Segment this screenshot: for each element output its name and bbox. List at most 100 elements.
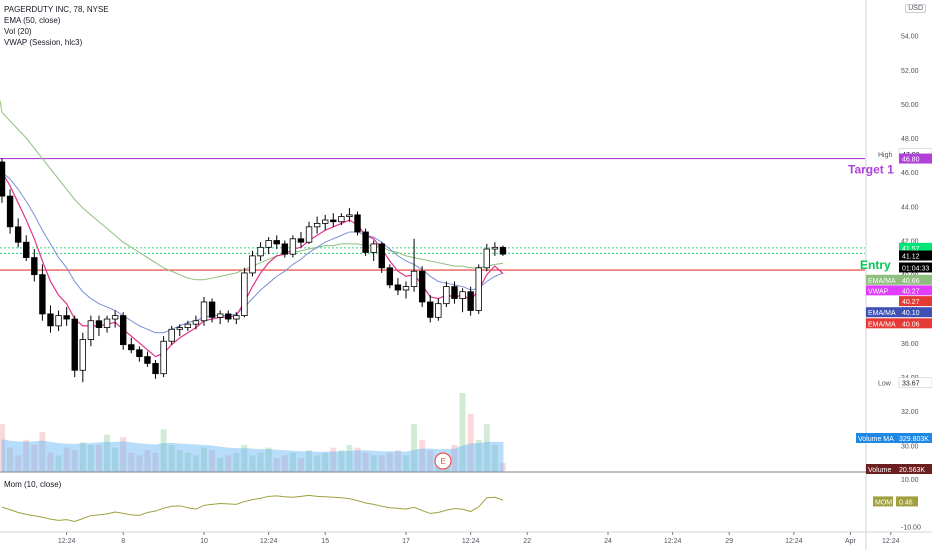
- candle-body: [23, 241, 30, 258]
- volume-bar: [87, 445, 94, 471]
- volume-bar: [354, 447, 361, 471]
- x-tick-label: 24: [604, 538, 612, 545]
- candle-body: [265, 240, 272, 248]
- y-tick-label: 50.00: [901, 102, 919, 109]
- y-tick-label: 30.00: [901, 443, 919, 450]
- volume-bar: [112, 447, 119, 471]
- volume-bar: [378, 455, 385, 471]
- candle-body: [467, 291, 474, 311]
- volume-ma-name: Volume MA: [858, 436, 894, 443]
- volume-bar: [7, 447, 14, 471]
- x-tick-label: 29: [725, 538, 733, 545]
- candle-body: [273, 240, 280, 245]
- candle-body: [338, 216, 345, 223]
- volume-bar: [168, 445, 175, 471]
- x-tick-label: 17: [402, 538, 410, 545]
- volume-bar: [451, 445, 458, 471]
- candle-body: [305, 226, 313, 243]
- candle-body: [499, 246, 507, 255]
- price-tag-box: [899, 242, 932, 253]
- price-tag-name: VWAP: [868, 288, 889, 295]
- candle-body: [79, 339, 86, 371]
- volume-bar: [411, 424, 418, 471]
- volume-bar: [297, 458, 304, 471]
- candle-body: [31, 257, 38, 276]
- volume-bar: [386, 452, 393, 471]
- candle-body: [87, 320, 95, 340]
- candle-body: [394, 284, 402, 291]
- y-tick-label: 48.00: [901, 136, 919, 143]
- candle-body: [321, 219, 329, 224]
- y-tick-label: 46.00: [901, 170, 919, 177]
- volume-bar: [419, 439, 426, 471]
- price-tag-box: [899, 296, 932, 307]
- price-tag-value: 40.27: [902, 299, 920, 306]
- price-tag-value: 40.66: [902, 278, 920, 285]
- volume-bar: [209, 450, 216, 471]
- legend-vol[interactable]: Vol (20): [4, 27, 32, 36]
- price-tag-name: EMA/MA: [868, 321, 896, 328]
- candle-body: [47, 313, 54, 327]
- y-tick-label: 44.00: [901, 204, 919, 211]
- volume-bar: [152, 452, 159, 471]
- x-tick-label: 10: [200, 538, 208, 545]
- mom-tick-label: 10.00: [901, 477, 919, 484]
- ema-blue-line: [1, 171, 504, 334]
- candle-body: [313, 223, 321, 228]
- ema50-line: [0, 100, 504, 281]
- candle-body: [192, 320, 200, 325]
- candle-body: [418, 270, 426, 303]
- volume-bar: [47, 452, 54, 471]
- candle-body: [63, 315, 70, 320]
- candle-body: [128, 344, 135, 351]
- volume-bar: [330, 447, 337, 471]
- volume-bar: [257, 452, 264, 471]
- mom-legend[interactable]: Mom (10, close): [4, 480, 62, 489]
- candle-body: [410, 270, 418, 288]
- x-tick-label: 12:24: [664, 538, 682, 545]
- volume-bar: [362, 452, 369, 471]
- price-tag-box: [899, 250, 932, 261]
- candle-body: [427, 301, 434, 318]
- candle-body: [39, 274, 46, 315]
- legend-ema[interactable]: EMA (50, close): [4, 16, 61, 25]
- candle-body: [386, 267, 394, 286]
- y-tick-label: 52.00: [901, 68, 919, 75]
- price-tag-value: 01:04:33: [902, 265, 929, 272]
- candle-body: [208, 301, 216, 318]
- currency-button[interactable]: USD: [905, 4, 926, 13]
- mom-tag: [873, 496, 893, 507]
- volume-bar: [427, 450, 434, 471]
- momentum-line: [1, 494, 504, 523]
- price-tag-value: 40.06: [902, 321, 920, 328]
- volume-bar: [370, 455, 377, 471]
- volume-tag: [866, 464, 932, 474]
- volume-bar: [273, 458, 280, 471]
- candle-body: [216, 313, 224, 318]
- entry-label: Entry: [860, 258, 891, 272]
- price-tag-value: 46.80: [902, 157, 920, 164]
- candle-body: [225, 313, 232, 320]
- volume-bar: [314, 455, 321, 471]
- volume-bar: [144, 450, 151, 471]
- candle-body: [55, 315, 62, 327]
- volume-bar: [338, 450, 345, 471]
- candle-body: [176, 327, 183, 330]
- candle-body: [184, 323, 192, 328]
- mom-tag-name: MOM: [875, 499, 892, 506]
- candle-body: [297, 238, 305, 243]
- candle-body: [435, 303, 442, 318]
- y-tick-label: 32.00: [901, 409, 919, 416]
- legend-symbol[interactable]: PAGERDUTY INC, 78, NYSE: [4, 5, 109, 14]
- candle-body: [370, 243, 377, 253]
- legend-vwap[interactable]: VWAP (Session, hlc3): [4, 38, 83, 47]
- volume-bar: [217, 458, 224, 471]
- candle-body: [346, 214, 353, 217]
- volume-bar: [136, 455, 143, 471]
- volume-bar: [225, 455, 232, 471]
- candle-body: [257, 246, 264, 257]
- volume-bar: [249, 455, 256, 471]
- candle-body: [233, 315, 240, 320]
- candle-body: [281, 243, 288, 255]
